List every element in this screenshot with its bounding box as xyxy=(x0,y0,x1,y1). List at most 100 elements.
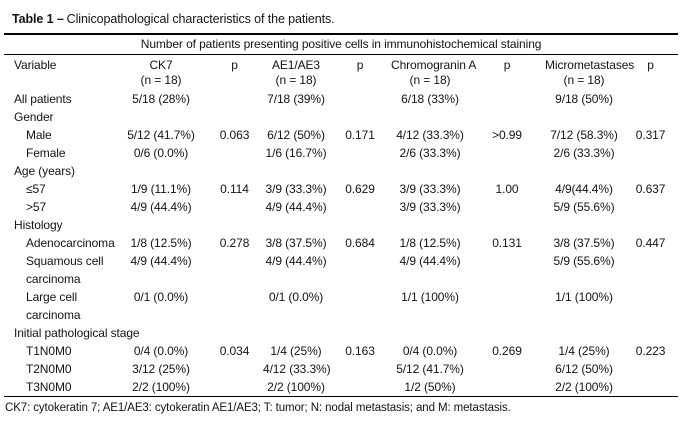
row-variable: All patients xyxy=(14,92,72,106)
pvalue-cell xyxy=(206,252,263,288)
pvalue-cell: 0.131 xyxy=(492,236,522,250)
pvalue-cell: 0.629 xyxy=(345,182,375,196)
table-footnote: CK7: cytokeratin 7; AE1/AE3: cytokeratin… xyxy=(5,402,511,414)
pvalue-cell: 0.637 xyxy=(635,182,666,196)
row-variable: T3N0M0 xyxy=(26,380,72,394)
table-row: >57 4/9 (44.4%) 4/9 (44.4%) 3/9 (33.3%) 5/9 … xyxy=(4,198,678,216)
value-cell: 5/18 (28%) xyxy=(132,92,190,106)
section-row: Initial pathological stage xyxy=(4,324,678,342)
column-header-row: Variable CK7 (n = 18) p AE1/AE3 (n = 18) p Chro… xyxy=(4,55,678,91)
value-cell: 6/12 (50%) xyxy=(555,362,613,376)
value-cell: 5/12 (41.7%) xyxy=(396,362,464,376)
value-cell: 0/4 (0.0%) xyxy=(133,344,189,358)
table-row: Squamous cell carcinoma 4/9 (44.4%) 4/9 (4… xyxy=(4,252,678,288)
row-variable: Histology xyxy=(14,218,63,232)
section-row: Histology xyxy=(4,216,678,234)
column-label: Variable xyxy=(14,58,57,72)
row-variable: Age (years) xyxy=(14,164,75,178)
value-cell: 1/4 (25%) xyxy=(558,344,610,358)
spanning-header-row: Number of patients presenting positive c… xyxy=(4,34,679,55)
value-cell: 4/9 (44.4%) xyxy=(399,254,461,268)
pvalue-cell xyxy=(329,90,391,108)
column-header-ae1-ae3-3: AE1/AE3 (n = 18) xyxy=(263,55,329,91)
row-variable: T2N0M0 xyxy=(26,362,72,376)
pvalue-cell xyxy=(329,378,391,397)
value-cell: 1/2 (50%) xyxy=(404,380,456,394)
pvalue-cell: 0.223 xyxy=(635,344,666,358)
value-cell: 1/4 (25%) xyxy=(270,344,322,358)
column-header-p-6: p xyxy=(469,55,545,91)
column-header-p-8: p xyxy=(623,55,678,91)
pvalue-cell xyxy=(206,144,263,162)
value-cell: 4/9(44.4%) xyxy=(555,182,613,196)
table-row: T3N0M0 2/2 (100%) 2/2 (100%) 1/2 (50%) 2/2 (… xyxy=(4,378,678,397)
table-title-number: Table 1 – xyxy=(12,12,64,26)
value-cell: 5/12 (41.7%) xyxy=(127,128,195,142)
pvalue-cell xyxy=(469,144,545,162)
column-label: CK7 xyxy=(149,58,173,72)
value-cell: 4/12 (33.3%) xyxy=(263,362,331,376)
row-variable: >57 xyxy=(26,200,47,214)
pvalue-cell: 0.034 xyxy=(219,344,250,358)
column-header-ck7-1: CK7 (n = 18) xyxy=(116,55,206,91)
pvalue-cell xyxy=(206,198,263,216)
pvalue-cell xyxy=(623,378,678,397)
pvalue-cell xyxy=(623,252,678,288)
table-title-text: Clinicopathological characteristics of t… xyxy=(66,12,335,26)
value-cell: 6/18 (33%) xyxy=(401,92,459,106)
value-cell: 4/12 (33.3%) xyxy=(396,128,464,142)
column-sublabel: (n = 18) xyxy=(140,73,182,87)
column-header-p-2: p xyxy=(206,55,263,91)
value-cell: 1/8 (12.5%) xyxy=(399,236,461,250)
table-row: Adenocarcinoma 1/8 (12.5%) 0.278 3/8 (37.5%… xyxy=(4,234,678,252)
row-variable: Female xyxy=(26,146,66,160)
value-cell: 7/18 (39%) xyxy=(267,92,325,106)
column-label: p xyxy=(231,58,238,72)
pvalue-cell xyxy=(329,198,391,216)
value-cell: 1/1 (100%) xyxy=(555,290,613,304)
column-label: p xyxy=(503,58,511,72)
pvalue-cell xyxy=(329,360,391,378)
value-cell: 2/6 (33.3%) xyxy=(399,146,461,160)
column-header-micrometastases-7: Micrometastases (n = 18) xyxy=(545,55,635,91)
pvalue-cell xyxy=(623,198,678,216)
value-cell: 9/18 (50%) xyxy=(555,92,613,106)
value-cell: 4/9 (44.4%) xyxy=(130,200,192,214)
value-cell: 3/9 (33.3%) xyxy=(265,182,327,196)
table-row: Large cell carcinoma 0/1 (0.0%) 0/1 (0.0%)… xyxy=(4,288,678,324)
pvalue-cell xyxy=(623,90,678,108)
pvalue-cell: 0.317 xyxy=(635,128,666,142)
table-row: T2N0M0 3/12 (25%) 4/12 (33.3%) 5/12 (41.7%)… xyxy=(4,360,678,378)
value-cell: 1/1 (100%) xyxy=(401,290,459,304)
table-body: All patients 5/18 (28%) 7/18 (39%) 6/18 (33… xyxy=(4,90,678,397)
pvalue-cell: 0.447 xyxy=(635,236,666,250)
pvalue-cell xyxy=(623,144,678,162)
value-cell: 2/2 (100%) xyxy=(132,380,190,394)
column-sublabel: (n = 18) xyxy=(275,73,317,87)
table-row: T1N0M0 0/4 (0.0%) 0.034 1/4 (25%) 0.163 0/4 (… xyxy=(4,342,678,360)
value-cell: 4/9 (44.4%) xyxy=(265,200,327,214)
table-row: Female 0/6 (0.0%) 1/6 (16.7%) 2/6 (33.3%) 2/… xyxy=(4,144,678,162)
row-variable: T1N0M0 xyxy=(26,344,72,358)
pvalue-cell xyxy=(206,288,263,324)
column-label: p xyxy=(356,58,364,72)
value-cell: 7/12 (58.3%) xyxy=(550,128,618,142)
pvalue-cell: 0.171 xyxy=(345,128,375,142)
pvalue-cell: 0.684 xyxy=(345,236,375,250)
column-sublabel: (n = 18) xyxy=(409,73,451,87)
value-cell: 3/9 (33.3%) xyxy=(399,200,461,214)
column-header-variable: Variable xyxy=(4,55,116,91)
section-row: Age (years) xyxy=(4,162,678,180)
row-variable: Male xyxy=(26,128,52,142)
row-variable: Initial pathological stage xyxy=(14,326,140,340)
column-header-p-4: p xyxy=(329,55,391,91)
pvalue-cell xyxy=(469,198,545,216)
pvalue-cell: 0.163 xyxy=(345,344,375,358)
value-cell: 4/9 (44.4%) xyxy=(130,254,192,268)
column-label: Micrometastases xyxy=(545,58,635,72)
column-label: Chromogranin A xyxy=(391,58,477,72)
pvalue-cell xyxy=(469,90,545,108)
value-cell: 0/1 (0.0%) xyxy=(133,290,189,304)
pvalue-cell xyxy=(469,378,545,397)
